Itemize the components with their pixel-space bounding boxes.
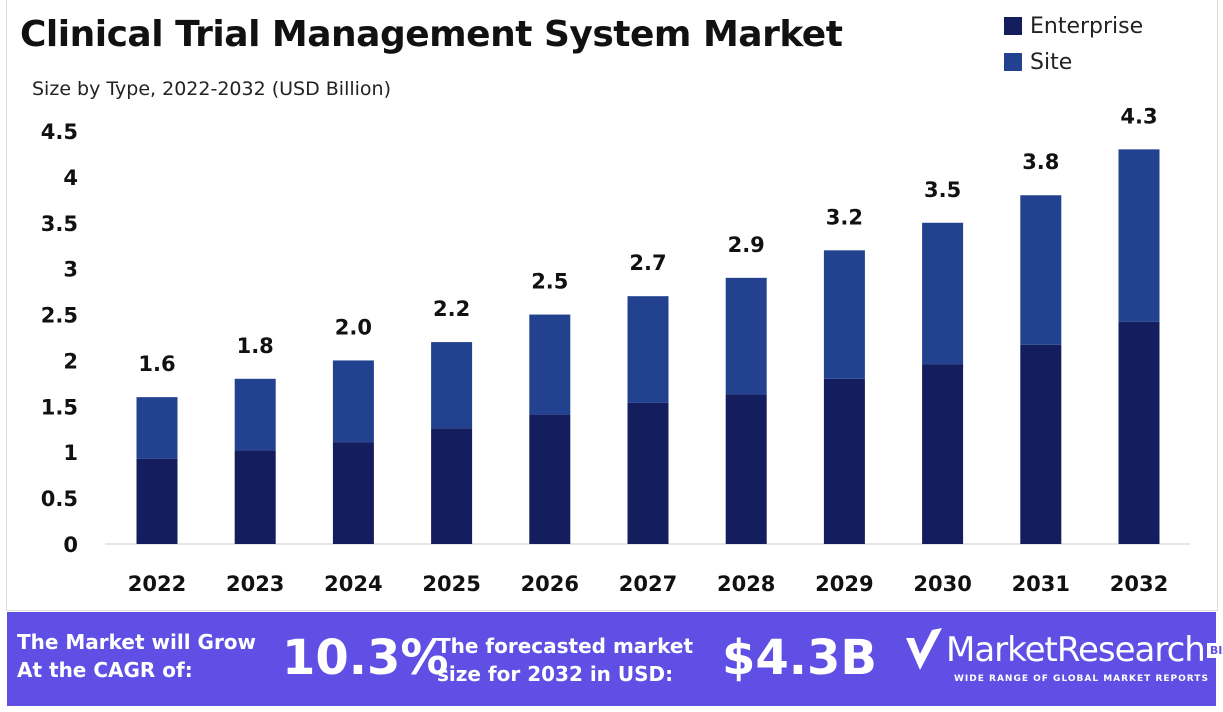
bar-site-2031: [1020, 195, 1062, 345]
y-tick-label: 4: [63, 166, 78, 190]
x-tick-label: 2023: [226, 572, 284, 596]
total-label-2031: 3.8: [1022, 150, 1059, 174]
total-label-2030: 3.5: [924, 178, 961, 202]
bar-site-2026: [529, 314, 571, 415]
y-tick-label: 1: [63, 441, 78, 465]
y-tick-label: 3: [63, 258, 78, 282]
legend-swatch-enterprise: [1004, 17, 1022, 35]
cagr-label: The Market will Grow At the CAGR of:: [17, 630, 257, 682]
chart-subtitle: Size by Type, 2022-2032 (USD Billion): [32, 78, 391, 100]
marketresearch-logo: MarketResearchBIZ WIDE RANGE OF GLOBAL M…: [902, 624, 1223, 684]
bar-enterprise-2026: [529, 414, 571, 544]
x-tick-label: 2030: [913, 572, 971, 596]
bar-enterprise-2030: [922, 364, 964, 544]
bar-enterprise-2027: [627, 402, 669, 544]
x-tick-label: 2025: [422, 572, 480, 596]
bar-enterprise-2028: [725, 394, 767, 544]
y-tick-label: 2: [63, 349, 78, 373]
total-label-2032: 4.3: [1120, 104, 1157, 128]
chart-title: Clinical Trial Management System Market: [20, 14, 843, 55]
cagr-value: 10.3%: [282, 630, 449, 686]
bar-site-2030: [922, 222, 964, 365]
x-tick-label: 2024: [324, 572, 382, 596]
bar-site-2022: [136, 397, 178, 459]
bar-site-2025: [431, 342, 473, 429]
y-tick-label: 3.5: [41, 212, 78, 236]
total-label-2027: 2.7: [629, 251, 666, 275]
y-tick-label: 4.5: [41, 120, 78, 144]
total-label-2022: 1.6: [138, 352, 175, 376]
legend-swatch-site: [1004, 53, 1022, 71]
bar-enterprise-2023: [234, 450, 276, 544]
y-tick-label: 2.5: [41, 304, 78, 328]
forecast-label: The forecasted market size for 2032 in US…: [437, 634, 694, 686]
bar-site-2027: [627, 296, 669, 403]
y-tick-label: 0.5: [41, 487, 78, 511]
x-tick-label: 2026: [521, 572, 579, 596]
bar-enterprise-2029: [823, 378, 865, 544]
bar-site-2028: [725, 277, 767, 395]
legend-item-enterprise: Enterprise: [1004, 8, 1143, 44]
bar-site-2023: [234, 378, 276, 451]
legend: Enterprise Site: [1004, 8, 1143, 80]
bar-site-2029: [823, 250, 865, 379]
y-tick-label: 0: [63, 533, 78, 557]
total-label-2023: 1.8: [237, 334, 274, 358]
x-tick-label: 2028: [717, 572, 775, 596]
total-label-2029: 3.2: [826, 205, 863, 229]
bar-enterprise-2025: [431, 428, 473, 544]
x-tick-label: 2029: [815, 572, 873, 596]
y-tick-label: 1.5: [41, 395, 78, 419]
summary-banner: The Market will Grow At the CAGR of: 10.3…: [7, 612, 1223, 706]
legend-item-site: Site: [1004, 44, 1143, 80]
total-label-2024: 2.0: [335, 315, 372, 339]
x-tick-label: 2031: [1012, 572, 1070, 596]
stacked-bar-chart: 0 0.5 1 1.5 2 2.5 3 3.5 4 4.5 1.6 2022 1.8 2023 2.0 202…: [41, 104, 1190, 596]
legend-label: Site: [1030, 49, 1073, 75]
x-tick-label: 2027: [619, 572, 677, 596]
x-tick-label: 2032: [1110, 572, 1168, 596]
total-label-2026: 2.5: [531, 270, 568, 294]
bar-site-2024: [332, 360, 374, 443]
legend-label: Enterprise: [1030, 13, 1144, 39]
logo-check-icon: [906, 628, 942, 670]
chart-frame: [6, 0, 1218, 611]
bar-site-2032: [1118, 149, 1160, 322]
bar-enterprise-2032: [1118, 321, 1160, 544]
bar-enterprise-2022: [136, 458, 178, 544]
bar-enterprise-2031: [1020, 344, 1062, 544]
total-label-2028: 2.9: [728, 233, 765, 257]
bar-enterprise-2024: [332, 442, 374, 544]
total-label-2025: 2.2: [433, 297, 470, 321]
x-tick-label: 2022: [128, 572, 186, 596]
forecast-value: $4.3B: [722, 630, 878, 686]
